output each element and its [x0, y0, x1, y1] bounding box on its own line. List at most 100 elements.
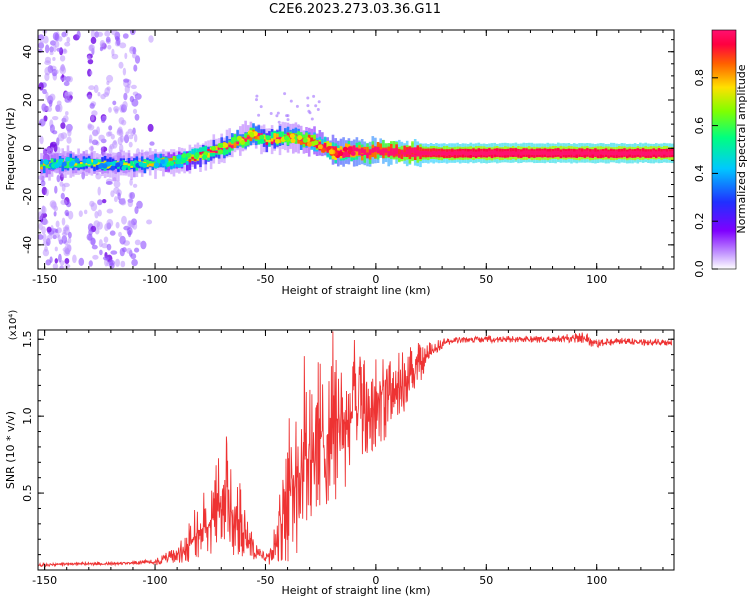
ridge-blob	[138, 161, 144, 167]
noise-blob	[134, 239, 141, 246]
noise-blob	[131, 130, 135, 137]
noise-blob	[91, 110, 98, 117]
ridge-segment	[403, 145, 406, 155]
ridge-segment	[201, 151, 205, 154]
ridge-segment	[607, 151, 610, 154]
ridge-segment	[366, 153, 369, 157]
ridge-blob	[98, 163, 104, 169]
noise-blob	[60, 132, 68, 140]
noise-blob	[44, 60, 51, 65]
ridge-segment	[215, 145, 218, 155]
ridge-blob	[43, 159, 49, 165]
noise-blob	[90, 36, 97, 45]
ridge-blob	[236, 135, 242, 141]
x-axis-label: Height of straight line (km)	[281, 284, 430, 297]
ridge-segment	[615, 152, 618, 155]
noise-blob	[65, 111, 69, 116]
ridge-segment	[276, 133, 279, 141]
noise-blob	[116, 37, 121, 46]
noise-blob	[39, 40, 44, 45]
ridge-segment	[620, 151, 624, 155]
noise-blob	[120, 260, 126, 268]
noise-blob	[78, 210, 83, 217]
x-tick-label: -150	[32, 273, 57, 286]
ridge-segment	[416, 150, 420, 157]
noise-blob	[38, 211, 43, 221]
ridge-segment	[493, 151, 496, 154]
ridge-blob	[181, 158, 187, 164]
noise-blob	[134, 113, 140, 121]
ridge-segment	[482, 152, 486, 155]
ridge-segment	[366, 146, 369, 156]
noise-blob	[55, 229, 59, 233]
noise-blob	[108, 107, 112, 113]
ridge-segment	[655, 152, 658, 155]
noise-blob	[101, 117, 106, 123]
ridge-segment	[368, 149, 372, 155]
ridge-segment	[215, 150, 218, 154]
ridge-blob	[194, 152, 200, 158]
noise-blob	[64, 244, 72, 254]
ridge-blob	[93, 159, 98, 165]
noise-blob	[123, 78, 130, 83]
noise-blob	[132, 108, 138, 115]
ridge-segment	[318, 141, 322, 145]
noise-blob	[64, 258, 70, 264]
noise-blob	[76, 30, 81, 39]
ridge-segment	[384, 149, 388, 152]
noise-blob	[38, 34, 45, 41]
noise-blob	[64, 263, 71, 269]
ridge-segment	[562, 152, 565, 155]
noise-blob	[63, 226, 70, 236]
noise-blob	[148, 35, 154, 43]
ridge-segment	[358, 149, 361, 156]
ridge-segment	[80, 162, 83, 168]
noise-blob	[65, 212, 69, 217]
noise-blob	[63, 48, 67, 53]
noise-blob	[59, 265, 64, 269]
ridge-segment	[390, 152, 393, 156]
ridge-segment	[411, 154, 414, 157]
ridge-segment	[379, 143, 382, 153]
ridge-segment	[42, 161, 46, 174]
ridge-segment	[649, 151, 653, 154]
ridge-segment	[668, 152, 671, 155]
ridge-segment	[310, 137, 314, 142]
noise-blob	[105, 181, 113, 185]
ridge-segment	[496, 152, 499, 155]
ridge-blob	[222, 142, 228, 148]
noise-blob	[275, 114, 279, 118]
noise-blob	[122, 33, 129, 39]
ridge-segment	[217, 147, 221, 151]
ridge-segment	[670, 151, 674, 154]
x-tick-label: -150	[32, 574, 57, 587]
ridge-segment	[90, 159, 94, 163]
ridge-segment	[270, 131, 274, 143]
ridge-segment	[527, 151, 531, 154]
ridge-segment	[241, 137, 245, 140]
ridge-segment	[371, 148, 375, 153]
ridge-segment	[612, 152, 616, 155]
noise-blob	[103, 92, 109, 98]
ridge-blob	[265, 135, 271, 141]
ridge-segment	[125, 162, 128, 165]
noise-blob	[119, 247, 125, 257]
noise-blob	[128, 220, 134, 228]
y-tick-label: 40	[21, 45, 34, 59]
ridge-segment	[649, 151, 653, 156]
ridge-segment	[209, 149, 213, 153]
noise-blob	[54, 246, 58, 252]
noise-blob	[41, 219, 49, 226]
ridge-blob	[110, 165, 116, 171]
ridge-segment	[625, 152, 629, 155]
noise-blob	[66, 124, 72, 134]
x-tick-label: 50	[479, 574, 493, 587]
ridge-blob	[297, 135, 303, 141]
noise-blob	[312, 94, 316, 98]
ridge-segment	[570, 152, 573, 155]
ridge-segment	[358, 148, 361, 151]
y-axis-multiplier: (x10⁴)	[8, 310, 19, 341]
noise-blob	[110, 30, 117, 36]
noise-blob	[46, 226, 52, 233]
